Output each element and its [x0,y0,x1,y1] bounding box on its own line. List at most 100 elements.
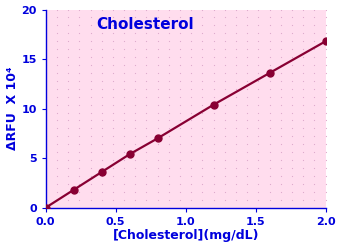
Point [323,23,328,27]
Point [256,190,261,194]
Point [323,190,328,194]
Point [200,198,205,202]
Point [211,87,217,91]
Point [211,142,217,146]
Point [267,198,272,202]
Point [244,79,250,83]
Point [211,39,217,43]
Point [133,158,138,162]
Point [133,39,138,43]
Point [244,87,250,91]
Point [233,158,239,162]
Point [166,158,172,162]
Point [133,23,138,27]
Point [166,23,172,27]
Point [110,55,116,59]
Point [54,31,60,35]
Point [233,15,239,19]
Point [244,206,250,210]
Point [43,111,48,115]
Point [244,134,250,138]
Point [110,95,116,99]
Point [133,190,138,194]
Point [77,166,82,170]
Point [323,198,328,202]
Point [189,182,194,186]
Point [166,126,172,130]
Point [110,134,116,138]
Point [166,119,172,123]
Point [99,39,104,43]
Point [133,103,138,107]
Point [144,79,149,83]
Point [144,23,149,27]
Point [200,47,205,51]
Point [121,150,127,154]
Point [177,79,183,83]
Point [43,174,48,178]
Point [99,79,104,83]
Point [88,31,93,35]
Point [278,39,284,43]
Point [77,119,82,123]
Point [200,71,205,75]
Point [177,206,183,210]
Point [323,8,328,12]
Point [177,15,183,19]
Point [300,63,306,67]
Point [121,158,127,162]
Point [166,87,172,91]
Point [88,71,93,75]
Point [300,15,306,19]
Point [99,174,104,178]
Point [189,63,194,67]
Point [211,150,217,154]
Point [133,126,138,130]
Point [312,206,317,210]
Point [278,126,284,130]
Point [256,103,261,107]
Point [65,111,71,115]
Point [278,71,284,75]
Point [312,47,317,51]
Point [54,47,60,51]
Point [200,206,205,210]
Point [312,158,317,162]
Point [166,182,172,186]
Point [121,8,127,12]
Point [323,134,328,138]
Point [222,126,227,130]
Point [110,126,116,130]
Point [54,126,60,130]
Point [211,47,217,51]
Point [88,23,93,27]
Point [189,103,194,107]
Point [267,134,272,138]
Point [88,150,93,154]
Point [312,126,317,130]
Point [166,150,172,154]
Point [256,15,261,19]
Point [166,55,172,59]
Point [233,87,239,91]
Point [121,190,127,194]
Point [211,206,217,210]
Point [144,190,149,194]
Point [88,63,93,67]
Point [177,39,183,43]
Point [312,190,317,194]
Point [222,79,227,83]
Point [43,126,48,130]
Point [312,95,317,99]
Point [110,71,116,75]
Point [110,87,116,91]
Point [43,71,48,75]
Point [177,63,183,67]
Point [244,174,250,178]
Point [88,206,93,210]
Point [177,198,183,202]
Point [77,198,82,202]
Point [177,23,183,27]
Point [312,55,317,59]
Point [211,198,217,202]
